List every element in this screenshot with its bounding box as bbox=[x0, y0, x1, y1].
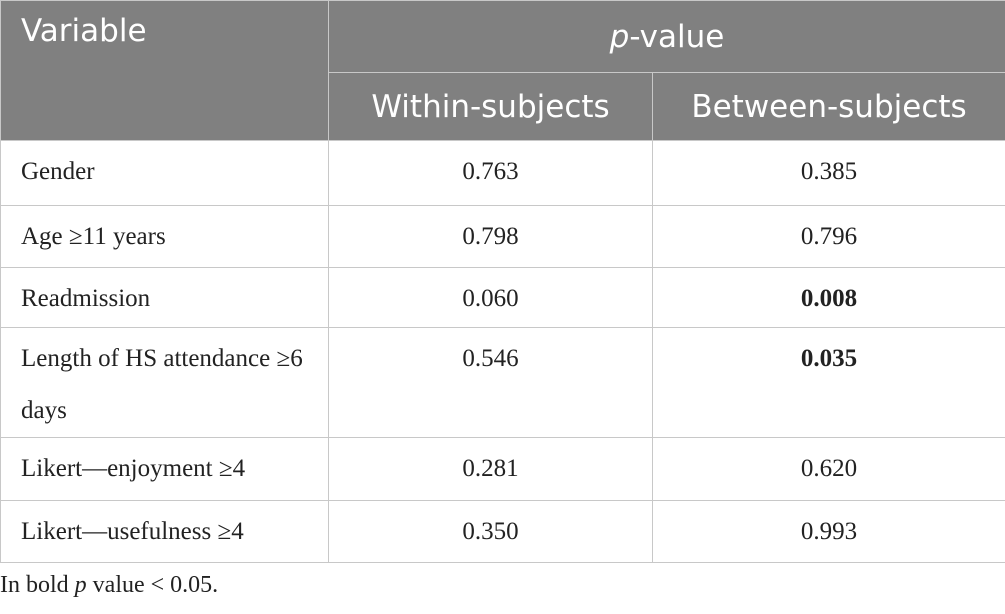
pvalue-cell: 0.008 bbox=[652, 267, 1005, 328]
pvalue-cell: 0.993 bbox=[652, 500, 1005, 563]
table-row: Likert—usefulness ≥4 0.350 0.993 bbox=[0, 500, 1005, 563]
pvalue-cell: 0.546 bbox=[328, 327, 653, 438]
header-cell: Variable bbox=[0, 0, 329, 141]
header-cell: Between-subjects bbox=[652, 72, 1005, 141]
table-row: Readmission 0.060 0.008 bbox=[0, 267, 1005, 328]
table-row: Likert—enjoyment ≥4 0.281 0.620 bbox=[0, 437, 1005, 501]
pvalue-cell: 0.620 bbox=[652, 437, 1005, 501]
footnote: In bold p value < 0.05. bbox=[0, 572, 218, 599]
table-row: Gender 0.763 0.385 bbox=[0, 140, 1005, 206]
variable-cell: Likert—usefulness ≥4 bbox=[0, 500, 329, 563]
pvalue-cell: 0.798 bbox=[328, 205, 653, 268]
variable-cell: Length of HS attendance ≥6 days bbox=[0, 327, 329, 438]
header-cell: Within-subjects bbox=[328, 72, 653, 141]
pvalue-cell: 0.060 bbox=[328, 267, 653, 328]
variable-cell: Gender bbox=[0, 140, 329, 206]
variable-cell: Readmission bbox=[0, 267, 329, 328]
pvalue-cell: 0.350 bbox=[328, 500, 653, 563]
footnote-text: value < 0.05. bbox=[86, 572, 219, 598]
variable-cell: Likert—enjoyment ≥4 bbox=[0, 437, 329, 501]
pvalue-cell: 0.035 bbox=[652, 327, 1005, 438]
pvalue-cell: 0.281 bbox=[328, 437, 653, 501]
pvalue-cell: 0.385 bbox=[652, 140, 1005, 206]
header-cell: p-value bbox=[328, 0, 1005, 73]
header-text: -value bbox=[629, 18, 725, 55]
table-row: Length of HS attendance ≥6 days 0.546 0.03… bbox=[0, 327, 1005, 438]
footnote-text: In bold bbox=[0, 572, 75, 598]
variable-cell: Age ≥11 years bbox=[0, 205, 329, 268]
pvalue-cell: 0.796 bbox=[652, 205, 1005, 268]
footnote-text: p bbox=[74, 572, 87, 598]
table-body: Gender 0.763 0.385 Age ≥11 years 0.798 0.796 R… bbox=[0, 140, 1005, 563]
header-text: p bbox=[609, 18, 630, 55]
pvalue-cell: 0.763 bbox=[328, 140, 653, 206]
table-row: Age ≥11 years 0.798 0.796 bbox=[0, 205, 1005, 268]
results-table: Variable p-value Within-subjects Between… bbox=[0, 0, 1005, 563]
